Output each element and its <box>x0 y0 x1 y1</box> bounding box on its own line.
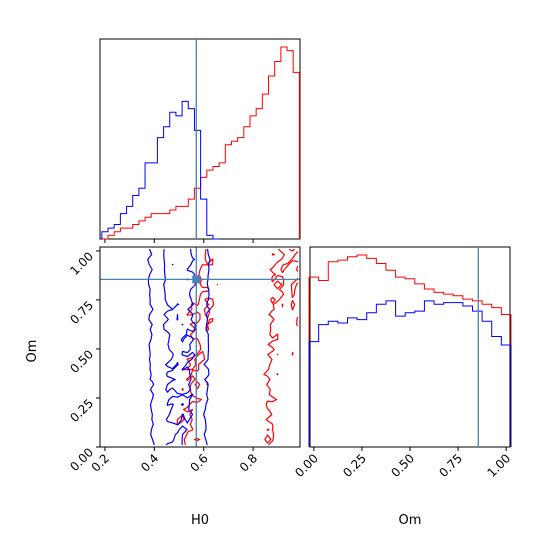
contour-lines <box>147 248 299 446</box>
contour-xtick-label-1: 0.4 <box>138 451 161 474</box>
hist-Om-xtick-label-4: 1.00 <box>484 451 513 480</box>
x-axis-label-Om: Om <box>399 513 422 528</box>
contour-xtick-label-3: 0.8 <box>237 451 260 474</box>
contour-truth-marker <box>100 247 300 447</box>
contour-ytick-label-4: 1.00 <box>67 249 96 278</box>
hist-H0-series <box>101 46 300 240</box>
contour-lines-clip <box>147 248 299 446</box>
hist-Om-xtick-label-3: 0.75 <box>436 451 465 480</box>
hist-H0-red-series <box>101 46 300 240</box>
contour-ytick-label-0: 0.00 <box>67 445 96 474</box>
hist-Om-frame <box>309 246 511 448</box>
hist-H0-ticks <box>104 239 254 243</box>
hist-H0-frame <box>99 38 301 240</box>
contour-ytick-label-2: 0.50 <box>67 347 96 376</box>
hist-Om-ticks: 0.00 0.25 0.50 0.75 1.00 <box>292 447 513 480</box>
contour-ytick-label-1: 0.25 <box>67 396 96 425</box>
hist-Om-xtick-label-2: 0.50 <box>388 451 417 480</box>
contour-panel: 0.2 0.4 0.6 0.80.000.250.500.751.00 H0 Om <box>25 246 301 528</box>
contour-truth-point <box>192 275 201 284</box>
hist-Om-xtick-label-0: 0.00 <box>292 451 321 480</box>
hist-Om-blue-series <box>308 300 512 447</box>
contour-frame <box>99 246 301 448</box>
x-axis-label-H0: H0 <box>191 513 209 528</box>
hist-H0-panel <box>99 38 301 243</box>
y-axis-label-Om: Om <box>25 340 40 363</box>
hist-Om-xtick-label-1: 0.25 <box>340 451 369 480</box>
hist-H0-blue-series <box>101 100 220 240</box>
contour-xtick-label-2: 0.6 <box>187 451 210 474</box>
hist-Om-series <box>308 254 512 447</box>
contour-blue-level-1 <box>147 248 211 446</box>
contour-ytick-label-3: 0.75 <box>67 298 96 327</box>
contour-red-level-0 <box>263 248 299 446</box>
hist-Om-red-series <box>308 254 512 447</box>
hist-Om-panel: 0.00 0.25 0.50 0.75 1.00 Om <box>292 246 513 528</box>
